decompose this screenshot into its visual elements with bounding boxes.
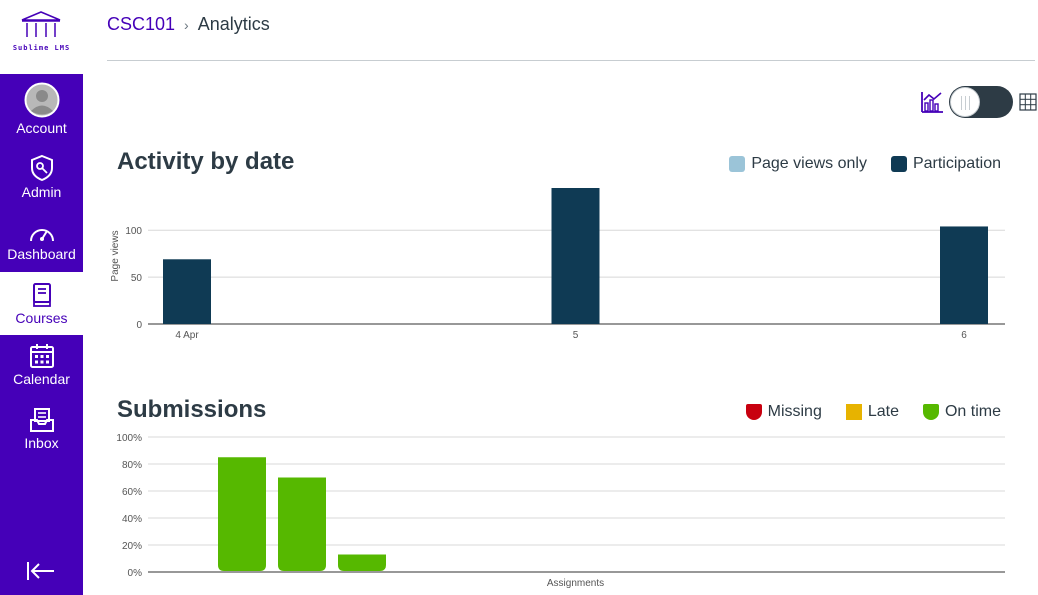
breadcrumb-course-link[interactable]: CSC101 bbox=[107, 14, 176, 34]
collapse-arrow-icon[interactable] bbox=[26, 560, 56, 582]
activity-bar[interactable] bbox=[163, 259, 211, 324]
activity-title: Activity by date bbox=[117, 148, 295, 175]
legend-missing[interactable]: Missing bbox=[745, 403, 822, 421]
nav-label-calendar: Calendar bbox=[13, 371, 70, 387]
nav-label-account: Account bbox=[16, 120, 67, 136]
activity-legend: Page views only Participation bbox=[705, 155, 1001, 173]
calendar-icon bbox=[29, 344, 54, 368]
avatar-icon bbox=[24, 82, 59, 118]
header-divider bbox=[107, 60, 1035, 61]
legend-swatch-participation bbox=[890, 156, 907, 172]
legend-label-missing: Missing bbox=[767, 403, 822, 420]
breadcrumb: CSC101 › Analytics bbox=[107, 14, 270, 35]
activity-ytick-label: 50 bbox=[131, 273, 143, 284]
breadcrumb-separator: › bbox=[184, 16, 189, 33]
submission-bar[interactable] bbox=[218, 457, 266, 571]
activity-xtick-label: 5 bbox=[573, 330, 579, 341]
activity-bar[interactable] bbox=[940, 226, 988, 324]
nav-item-courses[interactable]: Courses bbox=[0, 272, 83, 335]
legend-swatch-page-views bbox=[729, 156, 746, 172]
submissions-title: Submissions bbox=[117, 396, 267, 423]
legend-label-late: Late bbox=[867, 403, 899, 420]
legend-swatch-late bbox=[845, 404, 862, 420]
book-icon bbox=[32, 283, 51, 307]
speedometer-icon bbox=[29, 229, 54, 242]
legend-late[interactable]: Late bbox=[845, 403, 899, 421]
nav-item-inbox[interactable]: Inbox bbox=[0, 407, 83, 451]
legend-on-time[interactable]: On time bbox=[922, 403, 1001, 421]
submissions-ytick-label: 0% bbox=[128, 568, 143, 579]
submissions-ytick-label: 80% bbox=[122, 460, 142, 471]
activity-ytick-label: 100 bbox=[125, 226, 142, 237]
table-icon[interactable] bbox=[1019, 93, 1037, 111]
submissions-ytick-label: 100% bbox=[116, 433, 142, 444]
activity-ylabel: Page views bbox=[110, 230, 121, 281]
institution-logo-icon bbox=[21, 11, 61, 37]
legend-swatch-on-time bbox=[922, 404, 939, 420]
inbox-icon bbox=[29, 408, 54, 432]
legend-swatch-missing bbox=[745, 404, 762, 420]
graph-table-toggle-switch[interactable] bbox=[949, 86, 1013, 118]
legend-page-views[interactable]: Page views only bbox=[729, 155, 867, 173]
legend-label-participation: Participation bbox=[912, 155, 1001, 172]
legend-participation[interactable]: Participation bbox=[890, 155, 1001, 173]
submissions-ytick-label: 60% bbox=[122, 487, 142, 498]
activity-bar[interactable] bbox=[551, 188, 600, 324]
activity-ytick-label: 0 bbox=[136, 320, 142, 331]
legend-label-page-views: Page views only bbox=[751, 155, 867, 172]
submissions-chart: 0% 20% 40% 60% 80% 100% Assignments bbox=[116, 433, 1005, 589]
view-toggle bbox=[920, 86, 1037, 118]
graph-icon[interactable] bbox=[920, 91, 944, 113]
submissions-legend: Missing Late On time bbox=[722, 403, 1001, 421]
submissions-ytick-label: 20% bbox=[122, 541, 142, 552]
activity-xtick-label: 4 Apr bbox=[175, 330, 199, 341]
submission-bar[interactable] bbox=[278, 477, 326, 572]
nav-label-admin: Admin bbox=[21, 184, 62, 200]
logo[interactable]: Sublime LMS bbox=[0, 0, 83, 74]
global-nav: Sublime LMS Account Admin bbox=[0, 0, 83, 595]
activity-xtick-label: 6 bbox=[961, 330, 967, 341]
breadcrumb-current: Analytics bbox=[197, 14, 270, 34]
nav-label-courses: Courses bbox=[15, 310, 68, 326]
nav-item-account[interactable]: Account bbox=[0, 82, 83, 136]
submissions-ytick-label: 40% bbox=[122, 514, 142, 525]
toggle-knob bbox=[950, 87, 980, 117]
legend-label-on-time: On time bbox=[944, 403, 1001, 420]
activity-chart: 0 50 100 Page views 4 Apr 5 6 bbox=[110, 188, 1005, 341]
nav-item-dashboard[interactable]: Dashboard bbox=[0, 222, 83, 262]
shield-key-icon bbox=[30, 154, 53, 182]
submissions-xlabel: Assignments bbox=[547, 578, 604, 589]
nav-label-dashboard: Dashboard bbox=[7, 246, 76, 262]
nav-label-inbox: Inbox bbox=[24, 435, 59, 451]
nav-item-calendar[interactable]: Calendar bbox=[0, 343, 83, 387]
nav-item-admin[interactable]: Admin bbox=[0, 154, 83, 200]
submission-bar[interactable] bbox=[338, 554, 386, 571]
logo-text: Sublime LMS bbox=[12, 44, 71, 52]
